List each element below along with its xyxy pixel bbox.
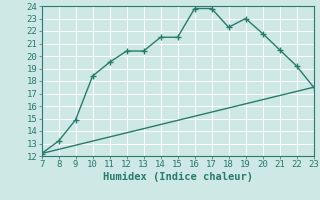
X-axis label: Humidex (Indice chaleur): Humidex (Indice chaleur) [103,172,252,182]
